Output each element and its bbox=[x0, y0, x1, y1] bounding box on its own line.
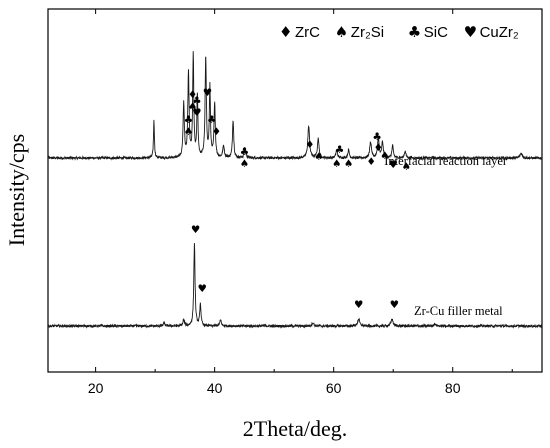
plot-frame bbox=[47, 8, 543, 373]
peak-marker: ♣ bbox=[335, 144, 344, 156]
peak-marker: ♣ bbox=[184, 114, 193, 126]
x-tick-label: 40 bbox=[207, 380, 223, 396]
peak-marker: ♥ bbox=[197, 283, 206, 295]
peak-marker: ♠ bbox=[332, 158, 341, 170]
legend-symbol: ♠ bbox=[335, 23, 348, 41]
peak-marker: ♥ bbox=[390, 299, 399, 311]
x-axis-title: 2Theta/deg. bbox=[243, 416, 347, 441]
peak-marker: ♠ bbox=[188, 101, 197, 113]
legend-label: CuZr₂ bbox=[480, 24, 519, 41]
peak-marker: ♠ bbox=[314, 151, 323, 163]
peak-marker: ♠ bbox=[380, 150, 389, 162]
legend-label: SiC bbox=[424, 24, 448, 41]
peak-marker: ♣ bbox=[240, 146, 249, 158]
series-layer bbox=[47, 51, 543, 329]
peak-marker: ♥ bbox=[192, 107, 201, 119]
legend-symbol: ♣ bbox=[408, 23, 421, 41]
series-label: Interfacial reaction layer bbox=[384, 154, 508, 168]
peak-marker: ♦ bbox=[305, 139, 314, 151]
x-axis-ticks: 20 40 60 80 bbox=[88, 9, 513, 396]
peak-marker: ♥ bbox=[354, 299, 363, 311]
peak-marker: ♣ bbox=[207, 114, 216, 126]
legend: ♦ ZrC ♠ Zr₂Si ♣ SiC ♥ CuZr₂ bbox=[279, 23, 519, 41]
peak-marker: ♠ bbox=[402, 161, 411, 173]
peak-marker: ♠ bbox=[184, 126, 193, 138]
peak-marker: ♠ bbox=[240, 158, 249, 170]
peak-marker: ♠ bbox=[344, 158, 353, 170]
legend-label: ZrC bbox=[295, 24, 320, 41]
legend-symbol: ♥ bbox=[464, 23, 477, 41]
series-labels: Interfacial reaction layer Zr-Cu filler m… bbox=[384, 154, 508, 318]
legend-label: Zr₂Si bbox=[351, 24, 384, 41]
peak-marker: ♥ bbox=[203, 87, 212, 99]
peak-marker: ♦ bbox=[212, 126, 221, 138]
peak-marker: ♦ bbox=[188, 89, 197, 101]
series-line bbox=[47, 242, 543, 329]
peak-marker: ♣ bbox=[372, 131, 381, 143]
series-label: Zr-Cu filler metal bbox=[414, 304, 503, 318]
x-tick-label: 20 bbox=[88, 380, 104, 396]
peak-marker: ♦ bbox=[374, 142, 383, 154]
peak-marker: ♦ bbox=[366, 156, 375, 168]
legend-symbol: ♦ bbox=[279, 23, 292, 41]
series-line bbox=[47, 51, 543, 161]
x-tick-label: 80 bbox=[445, 380, 461, 396]
peak-marker: ♥ bbox=[191, 224, 200, 236]
y-axis-title: Intensity/cps bbox=[4, 134, 29, 246]
peak-marker: ♥ bbox=[388, 159, 397, 171]
peak-marker: ♣ bbox=[192, 95, 201, 107]
peak-markers: ♣♠♦♠♣♥♥♣♦♣♠♦♠♣♠ ♠♣♦♠♦ ♥ ♠♥♥♥ ♥ bbox=[184, 87, 411, 311]
x-tick-label: 60 bbox=[326, 380, 342, 396]
